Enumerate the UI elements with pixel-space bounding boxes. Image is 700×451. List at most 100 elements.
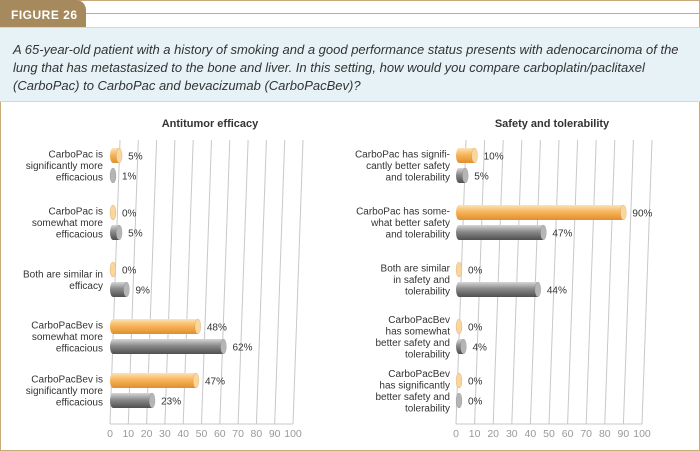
category-label: CarboPacBev has somewhat better safety and… xyxy=(376,315,451,361)
data-label: 0% xyxy=(122,266,137,277)
x-tick-label: 80 xyxy=(599,428,611,440)
x-tick-label: 70 xyxy=(580,428,592,440)
data-label: 5% xyxy=(128,229,143,240)
x-tick-label: 60 xyxy=(214,428,226,440)
bar-start-cap xyxy=(456,339,462,354)
category-label: CarboPacBev has significantly better safet… xyxy=(376,369,451,415)
x-tick-label: 70 xyxy=(232,428,244,440)
data-label: 90% xyxy=(632,209,652,220)
x-tick-label: 40 xyxy=(177,428,189,440)
grid-line xyxy=(201,139,212,425)
bar-s1-r2: 90% xyxy=(456,204,653,221)
bar-end-cap xyxy=(115,147,123,164)
x-tick-label: 10 xyxy=(469,428,481,440)
data-label: 62% xyxy=(232,343,252,354)
bar-end-cap xyxy=(109,261,117,278)
bar-end-cap xyxy=(455,318,463,335)
data-label: 0% xyxy=(122,209,137,220)
data-label: 0% xyxy=(468,397,483,408)
data-label: 47% xyxy=(205,377,225,388)
bar-s2-r3: 9% xyxy=(110,281,150,298)
category-label: CarboPac has signifi-cantly better safet… xyxy=(355,150,450,184)
bar-body xyxy=(113,282,127,297)
category-label: CarboPacBev is somewhat more efficacious xyxy=(31,321,103,355)
bar-s1-r4: 48% xyxy=(110,318,227,335)
grid-line xyxy=(292,139,304,425)
x-tick-label: 30 xyxy=(159,428,171,440)
bar-start-cap xyxy=(110,148,116,163)
bar-end-cap xyxy=(109,204,117,221)
bar-body xyxy=(459,225,544,240)
bar-s1-r2: 0% xyxy=(109,204,137,221)
grid-line xyxy=(219,139,231,425)
data-label: 47% xyxy=(552,229,572,240)
data-label: 9% xyxy=(135,286,150,297)
bar-end-cap xyxy=(220,338,227,355)
bar-end-cap xyxy=(620,204,627,221)
bar-start-cap xyxy=(456,148,462,163)
data-label: 0% xyxy=(468,323,483,334)
bar-body xyxy=(113,339,224,354)
category-label: CarboPacBev is significantly more efficaci… xyxy=(26,375,104,409)
bar-end-cap xyxy=(115,224,123,241)
x-tick-label: 10 xyxy=(122,428,134,440)
bar-end-cap xyxy=(123,281,130,298)
grid-line xyxy=(255,139,267,425)
x-tick-label: 100 xyxy=(633,428,651,440)
data-label: 5% xyxy=(128,152,143,163)
bar-s2-r2: 47% xyxy=(456,224,573,241)
bar-start-cap xyxy=(110,339,116,354)
bar-s1-r1: 10% xyxy=(456,147,504,164)
x-tick-label: 20 xyxy=(487,428,499,440)
bar-s2-r3: 44% xyxy=(456,281,567,298)
grid-line xyxy=(567,139,579,425)
bar-end-cap xyxy=(462,167,469,184)
x-tick-label: 40 xyxy=(525,428,537,440)
category-label: CarboPac has some-what better safety and … xyxy=(356,207,450,241)
x-tick-label: 90 xyxy=(269,428,281,440)
bar-body xyxy=(113,148,120,163)
x-tick-label: 90 xyxy=(618,428,630,440)
bar-body xyxy=(459,282,538,297)
data-label: 1% xyxy=(122,172,137,183)
grid-line xyxy=(585,139,597,425)
bar-end-cap xyxy=(455,392,463,409)
data-label: 10% xyxy=(484,152,504,163)
bar-s2-r1: 5% xyxy=(456,167,489,184)
bar-end-cap xyxy=(148,392,156,409)
bar-start-cap xyxy=(110,319,116,334)
bar-body xyxy=(113,225,120,240)
data-label: 23% xyxy=(161,397,181,408)
x-tick-label: 50 xyxy=(543,428,555,440)
data-label: 0% xyxy=(468,266,483,277)
bar-start-cap xyxy=(110,282,116,297)
x-tick-label: 0 xyxy=(453,428,459,440)
bar-s1-r3: 0% xyxy=(455,261,483,278)
bar-start-cap xyxy=(456,168,462,183)
data-label: 4% xyxy=(472,343,487,354)
bar-body xyxy=(459,168,466,183)
bar-s2-r2: 5% xyxy=(110,224,143,241)
bar-body xyxy=(459,148,475,163)
x-tick-label: 80 xyxy=(251,428,263,440)
question-box: A 65-year-old patient with a history of … xyxy=(0,27,700,102)
bar-end-cap xyxy=(109,167,117,184)
bar-s2-r5: 23% xyxy=(110,392,181,409)
bar-s2-r4: 62% xyxy=(110,338,253,355)
bar-start-cap xyxy=(110,225,116,240)
figure-label: FIGURE 26 xyxy=(0,0,86,27)
data-label: 5% xyxy=(474,172,489,183)
bar-start-cap xyxy=(110,373,116,388)
grid-line xyxy=(274,139,286,425)
bar-s2-r1: 1% xyxy=(109,167,137,184)
bar-body xyxy=(113,373,197,388)
category-label: Both are similar in safety and tolerabilit… xyxy=(381,264,451,298)
bar-start-cap xyxy=(456,225,462,240)
x-tick-label: 30 xyxy=(506,428,518,440)
bar-end-cap xyxy=(455,372,463,389)
bar-body xyxy=(113,319,198,334)
bar-end-cap xyxy=(455,261,463,278)
data-label: 48% xyxy=(207,323,227,334)
x-tick-label: 0 xyxy=(107,428,113,440)
